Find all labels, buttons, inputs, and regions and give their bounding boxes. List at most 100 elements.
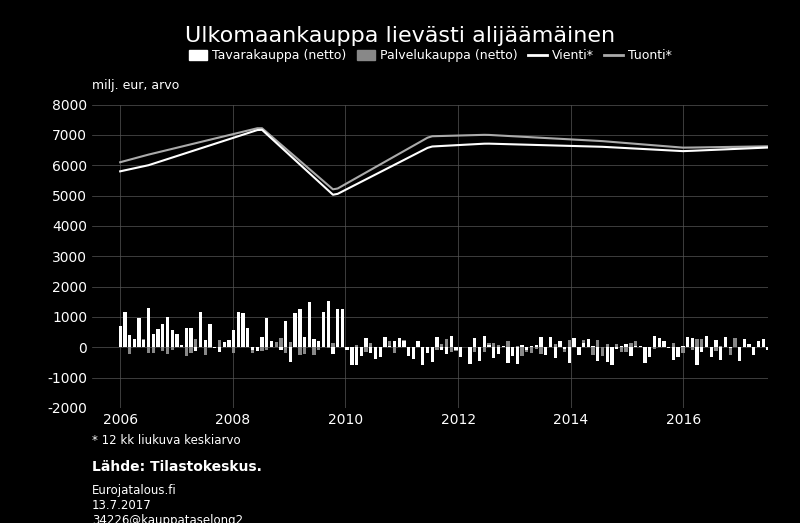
Bar bbox=[492, 343, 495, 347]
Bar bbox=[554, 347, 557, 358]
Bar bbox=[620, 347, 623, 353]
Bar bbox=[549, 340, 552, 347]
Bar bbox=[539, 347, 542, 354]
Bar bbox=[502, 346, 505, 347]
Bar bbox=[393, 341, 396, 347]
Bar bbox=[710, 347, 713, 349]
Bar bbox=[242, 313, 245, 347]
Bar bbox=[142, 340, 146, 347]
Bar bbox=[695, 339, 698, 347]
Bar bbox=[729, 347, 732, 348]
Bar bbox=[762, 340, 765, 347]
Bar bbox=[294, 313, 297, 347]
Bar bbox=[757, 342, 760, 347]
Bar bbox=[577, 347, 581, 350]
Bar bbox=[549, 337, 552, 347]
Bar bbox=[648, 347, 651, 352]
Bar bbox=[643, 347, 646, 350]
Bar bbox=[511, 347, 514, 356]
Bar bbox=[161, 324, 164, 347]
Bar bbox=[265, 318, 269, 347]
Bar bbox=[185, 347, 188, 356]
Bar bbox=[473, 347, 477, 352]
Bar bbox=[672, 347, 675, 359]
Bar bbox=[630, 343, 633, 347]
Bar bbox=[511, 347, 514, 353]
Bar bbox=[521, 345, 524, 347]
Bar bbox=[482, 336, 486, 347]
Bar bbox=[530, 346, 534, 347]
Bar bbox=[190, 347, 193, 353]
Bar bbox=[653, 347, 656, 349]
Text: Lähde: Tilastokeskus.: Lähde: Tilastokeskus. bbox=[92, 460, 262, 474]
Bar bbox=[577, 347, 581, 355]
Bar bbox=[539, 337, 542, 347]
Bar bbox=[218, 347, 221, 352]
Bar bbox=[251, 347, 254, 353]
Bar bbox=[469, 347, 472, 364]
Bar bbox=[417, 340, 420, 347]
Bar bbox=[610, 347, 614, 366]
Bar bbox=[625, 347, 628, 352]
Bar bbox=[430, 347, 434, 350]
Bar bbox=[662, 342, 666, 347]
Bar bbox=[426, 347, 429, 353]
Bar bbox=[322, 345, 325, 347]
Bar bbox=[355, 345, 358, 347]
Bar bbox=[218, 340, 221, 347]
Text: milj. eur, arvo: milj. eur, arvo bbox=[92, 79, 179, 93]
Bar bbox=[700, 339, 703, 347]
Bar bbox=[766, 347, 770, 350]
Bar bbox=[695, 347, 698, 365]
Text: Ulkomaankauppa lievästi alijäämäinen: Ulkomaankauppa lievästi alijäämäinen bbox=[185, 26, 615, 46]
Bar bbox=[596, 347, 599, 360]
Bar bbox=[714, 339, 718, 347]
Bar bbox=[430, 347, 434, 362]
Bar bbox=[738, 347, 742, 361]
Bar bbox=[682, 347, 685, 353]
Text: Eurojatalous.fi: Eurojatalous.fi bbox=[92, 484, 177, 497]
Bar bbox=[606, 347, 609, 362]
Bar bbox=[686, 339, 690, 347]
Bar bbox=[175, 334, 178, 347]
Bar bbox=[487, 345, 490, 347]
Bar bbox=[534, 345, 538, 347]
Bar bbox=[369, 347, 373, 353]
Bar bbox=[166, 347, 169, 354]
Bar bbox=[558, 340, 562, 347]
Bar bbox=[690, 338, 694, 347]
Bar bbox=[653, 336, 656, 347]
Bar bbox=[630, 347, 633, 356]
Bar bbox=[417, 340, 420, 347]
Bar bbox=[412, 347, 415, 349]
Bar bbox=[469, 347, 472, 351]
Bar bbox=[421, 347, 425, 365]
Bar bbox=[350, 347, 354, 355]
Bar bbox=[677, 347, 680, 357]
Bar bbox=[459, 347, 462, 356]
Bar bbox=[308, 345, 311, 347]
Bar bbox=[534, 347, 538, 349]
Bar bbox=[440, 347, 443, 350]
Bar bbox=[596, 340, 599, 347]
Bar bbox=[506, 341, 510, 347]
Bar bbox=[194, 347, 198, 350]
Bar bbox=[677, 347, 680, 356]
Bar bbox=[256, 347, 259, 350]
Bar bbox=[369, 343, 373, 347]
Bar bbox=[620, 346, 623, 347]
Legend: Tavarakauppa (netto), Palvelukauppa (netto), Vienti*, Tuonti*: Tavarakauppa (netto), Palvelukauppa (net… bbox=[184, 44, 676, 67]
Bar bbox=[346, 347, 349, 349]
Bar bbox=[497, 345, 500, 347]
Bar bbox=[610, 347, 614, 354]
Bar bbox=[317, 347, 321, 350]
Bar bbox=[237, 342, 240, 347]
Bar bbox=[279, 338, 282, 347]
Bar bbox=[700, 347, 703, 353]
Bar bbox=[170, 329, 174, 347]
Bar bbox=[185, 328, 188, 347]
Bar bbox=[222, 343, 226, 347]
Bar bbox=[724, 337, 727, 347]
Bar bbox=[450, 336, 453, 347]
Bar bbox=[492, 347, 495, 358]
